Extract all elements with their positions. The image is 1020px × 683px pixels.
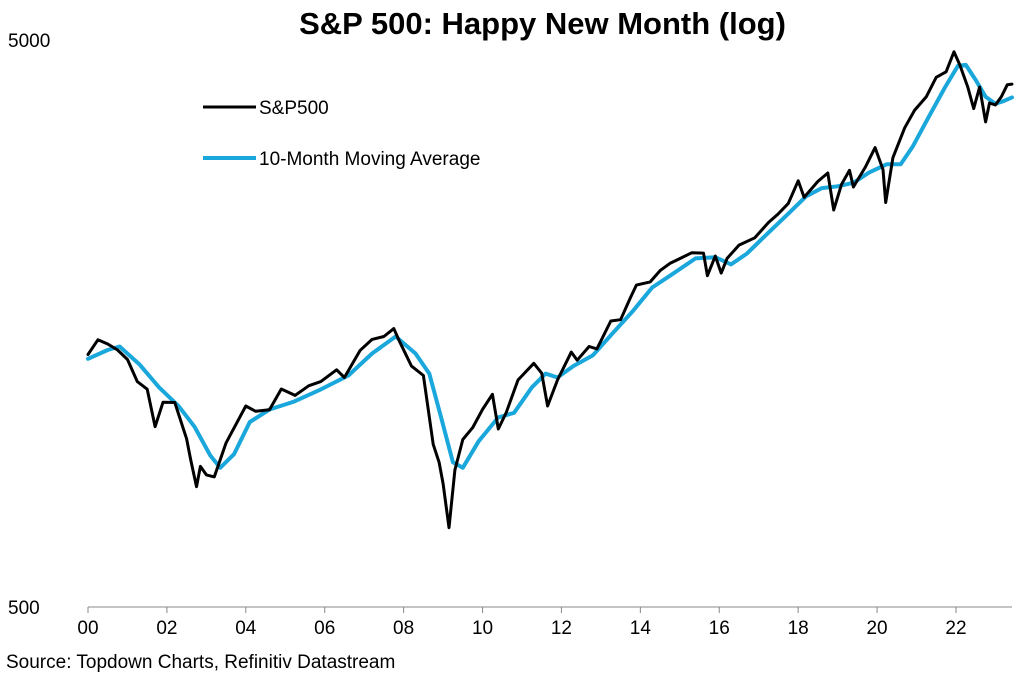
legend: S&P500 10-Month Moving Average xyxy=(203,98,480,170)
x-tick-label: 20 xyxy=(866,618,887,639)
source-note: Source: Topdown Charts, Refinitiv Datast… xyxy=(6,652,396,673)
sp500-line xyxy=(86,50,1014,530)
x-tick-label: 00 xyxy=(77,618,98,639)
x-tick-label: 04 xyxy=(235,618,257,639)
x-tick-label: 10 xyxy=(472,618,493,639)
legend-sp500-label: S&P500 xyxy=(259,98,329,119)
y-tick-label: 5000 xyxy=(8,31,50,52)
legend-moving-average-label: 10-Month Moving Average xyxy=(259,149,480,170)
moving-average-line xyxy=(86,62,1014,470)
x-tick-label: 22 xyxy=(945,618,966,639)
chart-title: S&P 500: Happy New Month (log) xyxy=(299,6,786,41)
x-tick-label: 18 xyxy=(788,618,809,639)
x-tick-label: 14 xyxy=(630,618,652,639)
series-layer xyxy=(86,50,1014,530)
x-tick-label: 16 xyxy=(709,618,730,639)
x-tick-label: 08 xyxy=(393,618,414,639)
x-tick-label: 12 xyxy=(551,618,572,639)
axes: 00 02 04 06 08 10 12 14 16 18 20 22 500 5000 xyxy=(8,31,1012,639)
y-tick-label: 500 xyxy=(8,598,40,619)
x-tick-label: 02 xyxy=(156,618,177,639)
x-tick-label: 06 xyxy=(314,618,335,639)
